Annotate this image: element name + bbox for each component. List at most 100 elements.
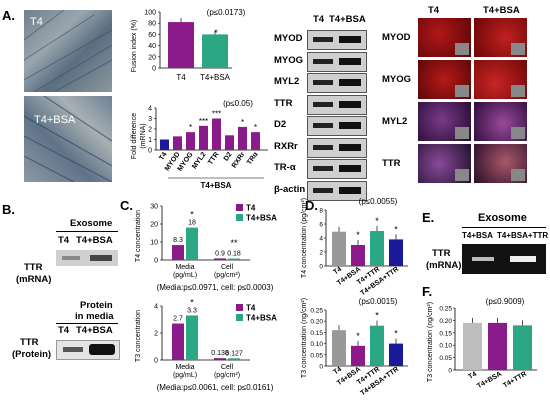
fold-star: * (241, 118, 244, 127)
fusion-index-chart: (p≤0.0173) Fusion index (%) 0 20 40 60 80 100… (131, 8, 246, 82)
c-value-label: 0.18 (227, 251, 241, 258)
if-image (474, 18, 527, 57)
if-header-t4: T4 (428, 5, 440, 16)
fold-bar (238, 126, 247, 150)
d-star: * (356, 230, 360, 240)
f-x-label: T4+BSA (476, 371, 503, 391)
if-inset (455, 169, 469, 181)
c-bar (172, 245, 184, 260)
d-bar (389, 239, 403, 266)
fold-bar (225, 135, 234, 150)
c-tick-label: 10 (150, 240, 158, 247)
d-x-label: T4 (332, 266, 343, 276)
if-inset (511, 43, 525, 55)
if-inset (511, 127, 525, 139)
b-mrna-band-t4-bsa (90, 255, 112, 261)
wb-row-label: D2 (274, 119, 287, 130)
fold-ylabel-line1: Fold difference (131, 113, 138, 159)
c-value-label: 0.127 (225, 350, 243, 357)
fusion-ylabel: Fusion index (%) (131, 20, 138, 73)
d-star: * (375, 216, 379, 226)
b-protein-band-t4 (63, 347, 83, 352)
wb-row-label: MYOD (274, 33, 303, 44)
d-bar (351, 245, 365, 266)
fold-bar (173, 136, 182, 150)
wb-row-label: MYL2 (274, 76, 300, 87)
d-bar (370, 231, 384, 266)
d-pval: (p≤0.0055) (359, 197, 398, 206)
f-tick-label: 0.20 (439, 318, 452, 325)
d-t4-chart: (p≤0.0055) 0 2 4 6 8 T4 concentration (pg/cm²)… (301, 197, 408, 297)
micrograph-label-t4-bsa: T4+BSA (34, 114, 76, 126)
c-ylabel: T3 concentration (135, 310, 142, 362)
c-bar (186, 227, 198, 260)
wb-row-label: β-actin (274, 183, 306, 195)
b-ttr-protein-label-1: TTR (20, 337, 39, 348)
wb-band-t4-bsa (339, 122, 361, 129)
b-protein-blot (56, 340, 120, 360)
b-ttr-mrna-label-2: (mRNA) (16, 274, 52, 285)
c-value-label: 3.3 (187, 307, 197, 314)
c-bar (172, 323, 184, 360)
c-pval: (Media:p≤0.0061, cell: p≤0.0161) (157, 383, 274, 392)
b-exosome-bracket (56, 231, 118, 232)
d-bar (332, 330, 346, 366)
wb-header-t4-bsa: T4+BSA (329, 14, 366, 25)
fold-x-label: TRα (246, 151, 260, 167)
fold-ylabel-line2: (mRNA) (140, 123, 147, 148)
fold-bar (199, 125, 208, 150)
fold-bar (251, 132, 260, 150)
d-tick-label: 2 (319, 250, 323, 257)
fold-x-label: TTR (207, 151, 221, 166)
e-band-t4-bsa-ttr (510, 256, 536, 262)
b-exosome-title: Exosome (70, 218, 113, 229)
b-ttr-mrna-label-1: TTR (24, 262, 43, 273)
b-ttr-protein-label-2: (Protein) (12, 349, 52, 360)
c-unit-label: (pg/mL) (173, 372, 197, 379)
wb-strip (307, 30, 367, 50)
c-t4-chart: 0 10 20 30 T4 concentration 8.3 18 Media(pg/mL)… (135, 204, 277, 293)
f-t3-chart: (p≤0.9009) 0 0.05 0.10 0.15 0.20 0.25 T3 concen… (427, 297, 537, 390)
if-row-label: MYOD (382, 32, 411, 43)
fold-star: * (254, 123, 257, 132)
b-protein-band-t4-bsa (89, 344, 115, 355)
fusion-tick-label: 60 (148, 32, 156, 39)
micrograph-t4-bsa: T4+BSA (24, 96, 112, 182)
fusion-tick-label: 0 (152, 66, 156, 73)
if-image (418, 60, 471, 99)
fusion-xlabel-t4-bsa: T4+BSA (200, 73, 231, 82)
panel-label-c: C. (120, 198, 133, 213)
c-legend-swatch (236, 214, 243, 221)
b-protein-label-1: Protein (80, 300, 113, 311)
fold-star: *** (199, 117, 208, 126)
fold-pval: (p≤0.05) (223, 99, 253, 108)
b-protein-lane-t4-bsa: T4+BSA (76, 325, 113, 336)
fold-bar (212, 118, 221, 150)
e-exosome-bracket (462, 227, 546, 228)
fusion-xlabel-t4: T4 (176, 73, 186, 82)
c-value-label: 8.3 (173, 237, 183, 244)
d-tick-label: 0.10 (310, 341, 323, 348)
fusion-tick-label: 40 (148, 43, 156, 50)
c-group-label: Cell (221, 264, 234, 271)
wb-row-label: TR-α (274, 162, 296, 173)
wb-row-label: RXRr (274, 140, 298, 152)
wb-band-t4-bsa (339, 165, 361, 172)
c-value-label: 0.9 (215, 250, 225, 257)
wb-band-t4-bsa (339, 100, 361, 108)
micrograph-label-t4: T4 (30, 16, 43, 28)
b-protein-bracket (56, 323, 118, 324)
f-tick-label: 0.25 (439, 306, 452, 313)
c-ylabel: T4 concentration (135, 210, 142, 262)
f-tick-label: 0.10 (439, 343, 452, 350)
wb-band-t4-bsa (339, 186, 361, 194)
c-group-label: Media (175, 264, 194, 271)
f-ylabel: T3 concentration (ng/cm²) (427, 302, 434, 382)
c-bar (228, 258, 240, 260)
fold-group-label: T4+BSA (201, 181, 232, 190)
fusion-bars (168, 18, 228, 68)
c-bar (214, 358, 226, 360)
wb-band-t4 (313, 166, 333, 171)
